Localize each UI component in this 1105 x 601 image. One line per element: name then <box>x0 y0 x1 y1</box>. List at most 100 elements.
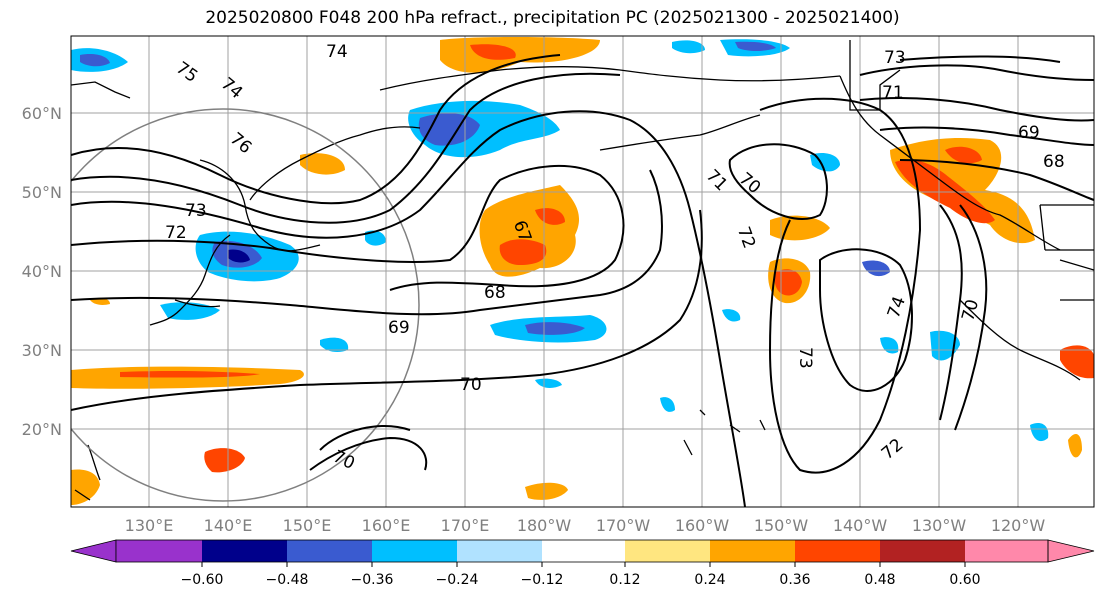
contour-line <box>939 204 963 421</box>
contour-line <box>71 72 621 224</box>
contour-label: 73 <box>795 347 815 369</box>
contour-label: 72 <box>165 223 187 243</box>
coastlines <box>71 40 1094 501</box>
contour-label: 68 <box>1043 152 1065 172</box>
colorbar-swatch <box>542 540 625 562</box>
contour-line <box>319 425 411 451</box>
contour-line <box>899 159 1094 201</box>
range-circle <box>71 108 420 502</box>
contour-label: 70 <box>735 169 764 198</box>
contour-line <box>819 248 913 392</box>
contour-label: 76 <box>226 129 255 158</box>
contour-label: 73 <box>185 201 207 221</box>
lon-label: 130°E <box>124 516 174 535</box>
contour-line <box>71 169 663 316</box>
colorbar-swatch <box>202 540 287 562</box>
lat-label: 50°N <box>21 183 62 202</box>
colorbar-swatch <box>372 540 457 562</box>
colorbar-tick-label: −0.48 <box>265 572 309 588</box>
lon-label: 170°W <box>595 516 651 535</box>
contour-line <box>899 55 1061 63</box>
contour-label: 68 <box>484 283 506 303</box>
contour-labels: 74 75 74 76 73 72 67 68 69 70 70 71 70 7… <box>165 42 1065 474</box>
precip-negative-area <box>862 260 890 277</box>
colorbar-swatch <box>710 540 795 562</box>
contour-line <box>71 165 625 291</box>
precip-negative-area <box>365 230 386 246</box>
precip-negative-area <box>525 322 585 335</box>
lat-label: 60°N <box>21 104 62 123</box>
contour-line <box>879 126 1094 146</box>
colorbar-extend-high <box>1047 539 1095 563</box>
precip-positive-area <box>71 469 100 505</box>
lon-label: 130°W <box>911 516 967 535</box>
precip-negative-area <box>735 41 776 51</box>
precip-negative-area <box>80 53 110 67</box>
lon-label: 160°E <box>361 516 411 535</box>
contour-label: 74 <box>884 294 910 321</box>
colorbar-tick-label: 0.60 <box>949 572 981 588</box>
contour-line <box>309 436 428 471</box>
colorbar-tick-label: −0.12 <box>520 572 564 588</box>
colorbar-extend-low <box>70 539 117 563</box>
colorbar-tick-label: −0.60 <box>180 572 224 588</box>
lon-label: 140°W <box>832 516 888 535</box>
contour-line <box>859 97 1094 122</box>
precip-negative-area <box>722 309 741 322</box>
colorbar-swatch <box>795 540 880 562</box>
contour-label: 69 <box>1018 123 1040 143</box>
height-contours <box>71 54 1094 507</box>
colorbar <box>70 539 1095 567</box>
precip-positive-area <box>71 366 304 389</box>
precip-positive-area <box>525 482 568 500</box>
contour-label: 74 <box>326 42 348 62</box>
precip-positive-area <box>204 448 245 473</box>
precip-positive-area <box>1060 345 1094 379</box>
colorbar-swatch <box>625 540 710 562</box>
contour-line <box>71 110 746 507</box>
contour-label: 75 <box>172 58 201 87</box>
lon-label: 180°W <box>516 516 572 535</box>
colorbar-swatch <box>116 540 202 562</box>
contour-line <box>728 143 828 220</box>
contour-label: 72 <box>733 224 759 251</box>
precip-negative-area <box>160 302 220 320</box>
colorbar-tick-label: −0.36 <box>350 572 394 588</box>
contour-line <box>954 204 988 431</box>
colorbar-swatch <box>880 540 965 562</box>
lon-label: 120°W <box>990 516 1046 535</box>
contour-label: 69 <box>388 318 410 338</box>
lat-label: 20°N <box>21 420 62 439</box>
lat-label: 30°N <box>21 341 62 360</box>
colorbar-tick-label: 0.12 <box>609 572 641 588</box>
precip-negative-area <box>1030 422 1049 442</box>
precip-negative-area <box>228 249 250 263</box>
precip-positive-area <box>470 44 516 60</box>
contour-label: 73 <box>884 48 906 68</box>
lon-label: 160°W <box>674 516 730 535</box>
precip-negative-area <box>880 337 899 354</box>
lon-label: 140°E <box>203 516 253 535</box>
lon-label: 150°W <box>753 516 809 535</box>
gridlines <box>71 36 1094 507</box>
colorbar-tick-label: 0.24 <box>694 572 726 588</box>
contour-label: 71 <box>882 83 904 103</box>
lat-label: 40°N <box>21 262 62 281</box>
contour-label: 71 <box>702 166 731 195</box>
precip-positive-area <box>895 159 995 224</box>
contour-line <box>759 97 922 474</box>
contour-label: 74 <box>217 74 246 103</box>
colorbar-swatch <box>457 540 542 562</box>
map-frame <box>70 35 1095 508</box>
precip-positive-area <box>300 153 345 175</box>
map-title: 2025020800 F048 200 hPa refract., precip… <box>205 8 900 28</box>
precip-positive-area <box>120 370 260 378</box>
precip-negative-area <box>660 397 675 412</box>
colorbar-tick-label: −0.24 <box>435 572 479 588</box>
precip-positive-area <box>535 208 565 225</box>
lon-label: 170°E <box>440 516 490 535</box>
contour-line <box>71 54 561 205</box>
precip-negative-area <box>535 378 562 388</box>
precip-negative-area <box>320 337 349 353</box>
